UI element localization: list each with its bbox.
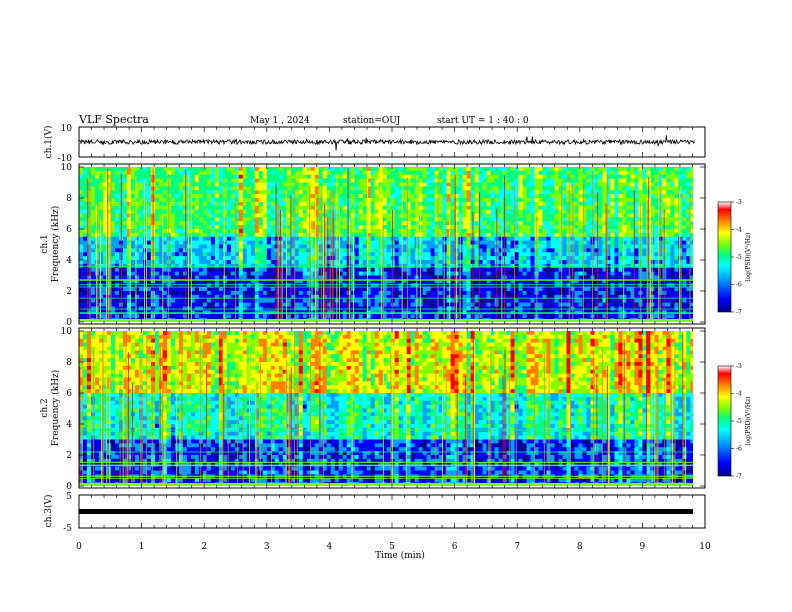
x-axis-tick-labels: 0 1 2 3 4 5 6 7 8 9 10 [76,542,711,552]
spectrogram-ytick-label: 8 [66,194,72,204]
ch1-spectrogram-ylabel-frequency: Frequency (kHz) [50,206,61,283]
colorbar-tick-label: -7 [736,309,742,316]
ch3-ytick-bottom: -5 [63,524,72,534]
colorbar-tick-label: -6 [736,282,742,289]
ch1-waveform-line [78,135,695,151]
x-tick-label: 3 [264,542,270,552]
colorbar-tick-label: -5 [736,418,742,425]
spectrogram-ytick-label: 2 [66,287,72,297]
spectrogram-ytick-label: 10 [61,327,73,337]
x-tick-label: 7 [514,542,520,552]
ch1-spectrogram-panel: 0 2 4 6 8 10 ch.1 Frequency (kHz) [40,163,706,328]
spectrogram-ytick-label: 8 [66,358,72,368]
ch2-colorbar: -3 -4 -5 -6 -7 log(PSD)(V²/Hz) [717,363,752,480]
ch2-spectrogram-heatmap [79,331,693,486]
ch3-waveform-ylabel: ch.3(V) [43,495,54,528]
ch3-waveform-panel: 5 -5 ch.3(V) [43,492,706,534]
colorbar-tick-label: -3 [736,363,742,370]
ch1-spectrogram-heatmap [79,167,693,322]
ch3-waveform-band [79,509,693,514]
spectrogram-ytick-label: 6 [66,225,72,235]
colorbar-tick-label: -6 [736,446,742,453]
colorbar-tick-label: -3 [736,199,742,206]
spectrogram-ytick-label: 6 [66,389,72,399]
spectrogram-ytick-label: 4 [66,420,72,430]
ch2-spectrogram-ylabel-frequency: Frequency (kHz) [50,370,61,447]
x-tick-label: 9 [640,542,646,552]
spectrogram-ytick-label: 10 [61,163,73,173]
spectrogram-ytick-label: 2 [66,451,72,461]
date-label: May 1 , 2024 [250,116,310,126]
ch1-colorbar: -3 -4 -5 -6 -7 log(PSD)(V²/Hz) [717,199,752,316]
ch2-spectrogram-panel: 0 2 4 6 8 10 ch.2 Frequency (kHz) [40,327,706,492]
x-tick-label: 6 [452,542,458,552]
x-tick-label: 1 [139,542,145,552]
x-tick-label: 0 [76,542,82,552]
ch1-waveform-ylabel: ch.1(V) [43,126,54,159]
x-tick-label: 5 [389,542,395,552]
ch2-colorbar-label: log(PSD)(V²/Hz) [745,397,752,446]
ch2-spectrogram-ylabel-channel: ch.2 [40,398,50,417]
colorbar-tick-label: -4 [736,391,742,398]
colorbar-tick-label: -7 [736,473,742,480]
x-axis-label: Time (min) [375,550,425,561]
ch1-colorbar-scale [717,201,732,313]
spectrogram-ytick-label: 0 [66,482,72,492]
x-tick-label: 8 [577,542,583,552]
ch1-ytick-top: 10 [61,124,73,134]
ch1-colorbar-label: log(PSD)(V²/Hz) [745,233,752,282]
figure-title: VLF Spectra [78,113,149,126]
station-label: station=OUJ [343,116,401,126]
ch1-waveform-panel: 10 -10 ch.1(V) [43,124,706,164]
ch1-spectrogram-ylabel-channel: ch.1 [40,234,50,253]
x-tick-label: 4 [327,542,333,552]
ch3-ytick-top: 5 [66,492,72,502]
x-tick-label: 10 [699,542,711,552]
colorbar-tick-label: -5 [736,254,742,261]
spectrogram-ytick-label: 4 [66,256,72,266]
x-tick-label: 2 [201,542,207,552]
colorbar-tick-label: -4 [736,227,742,234]
ch1-ytick-bottom: -10 [58,154,73,164]
spectrogram-ytick-label: 0 [66,318,72,328]
start-time-label: start UT = 1 : 40 : 0 [437,116,529,126]
ch2-colorbar-scale [717,365,732,477]
